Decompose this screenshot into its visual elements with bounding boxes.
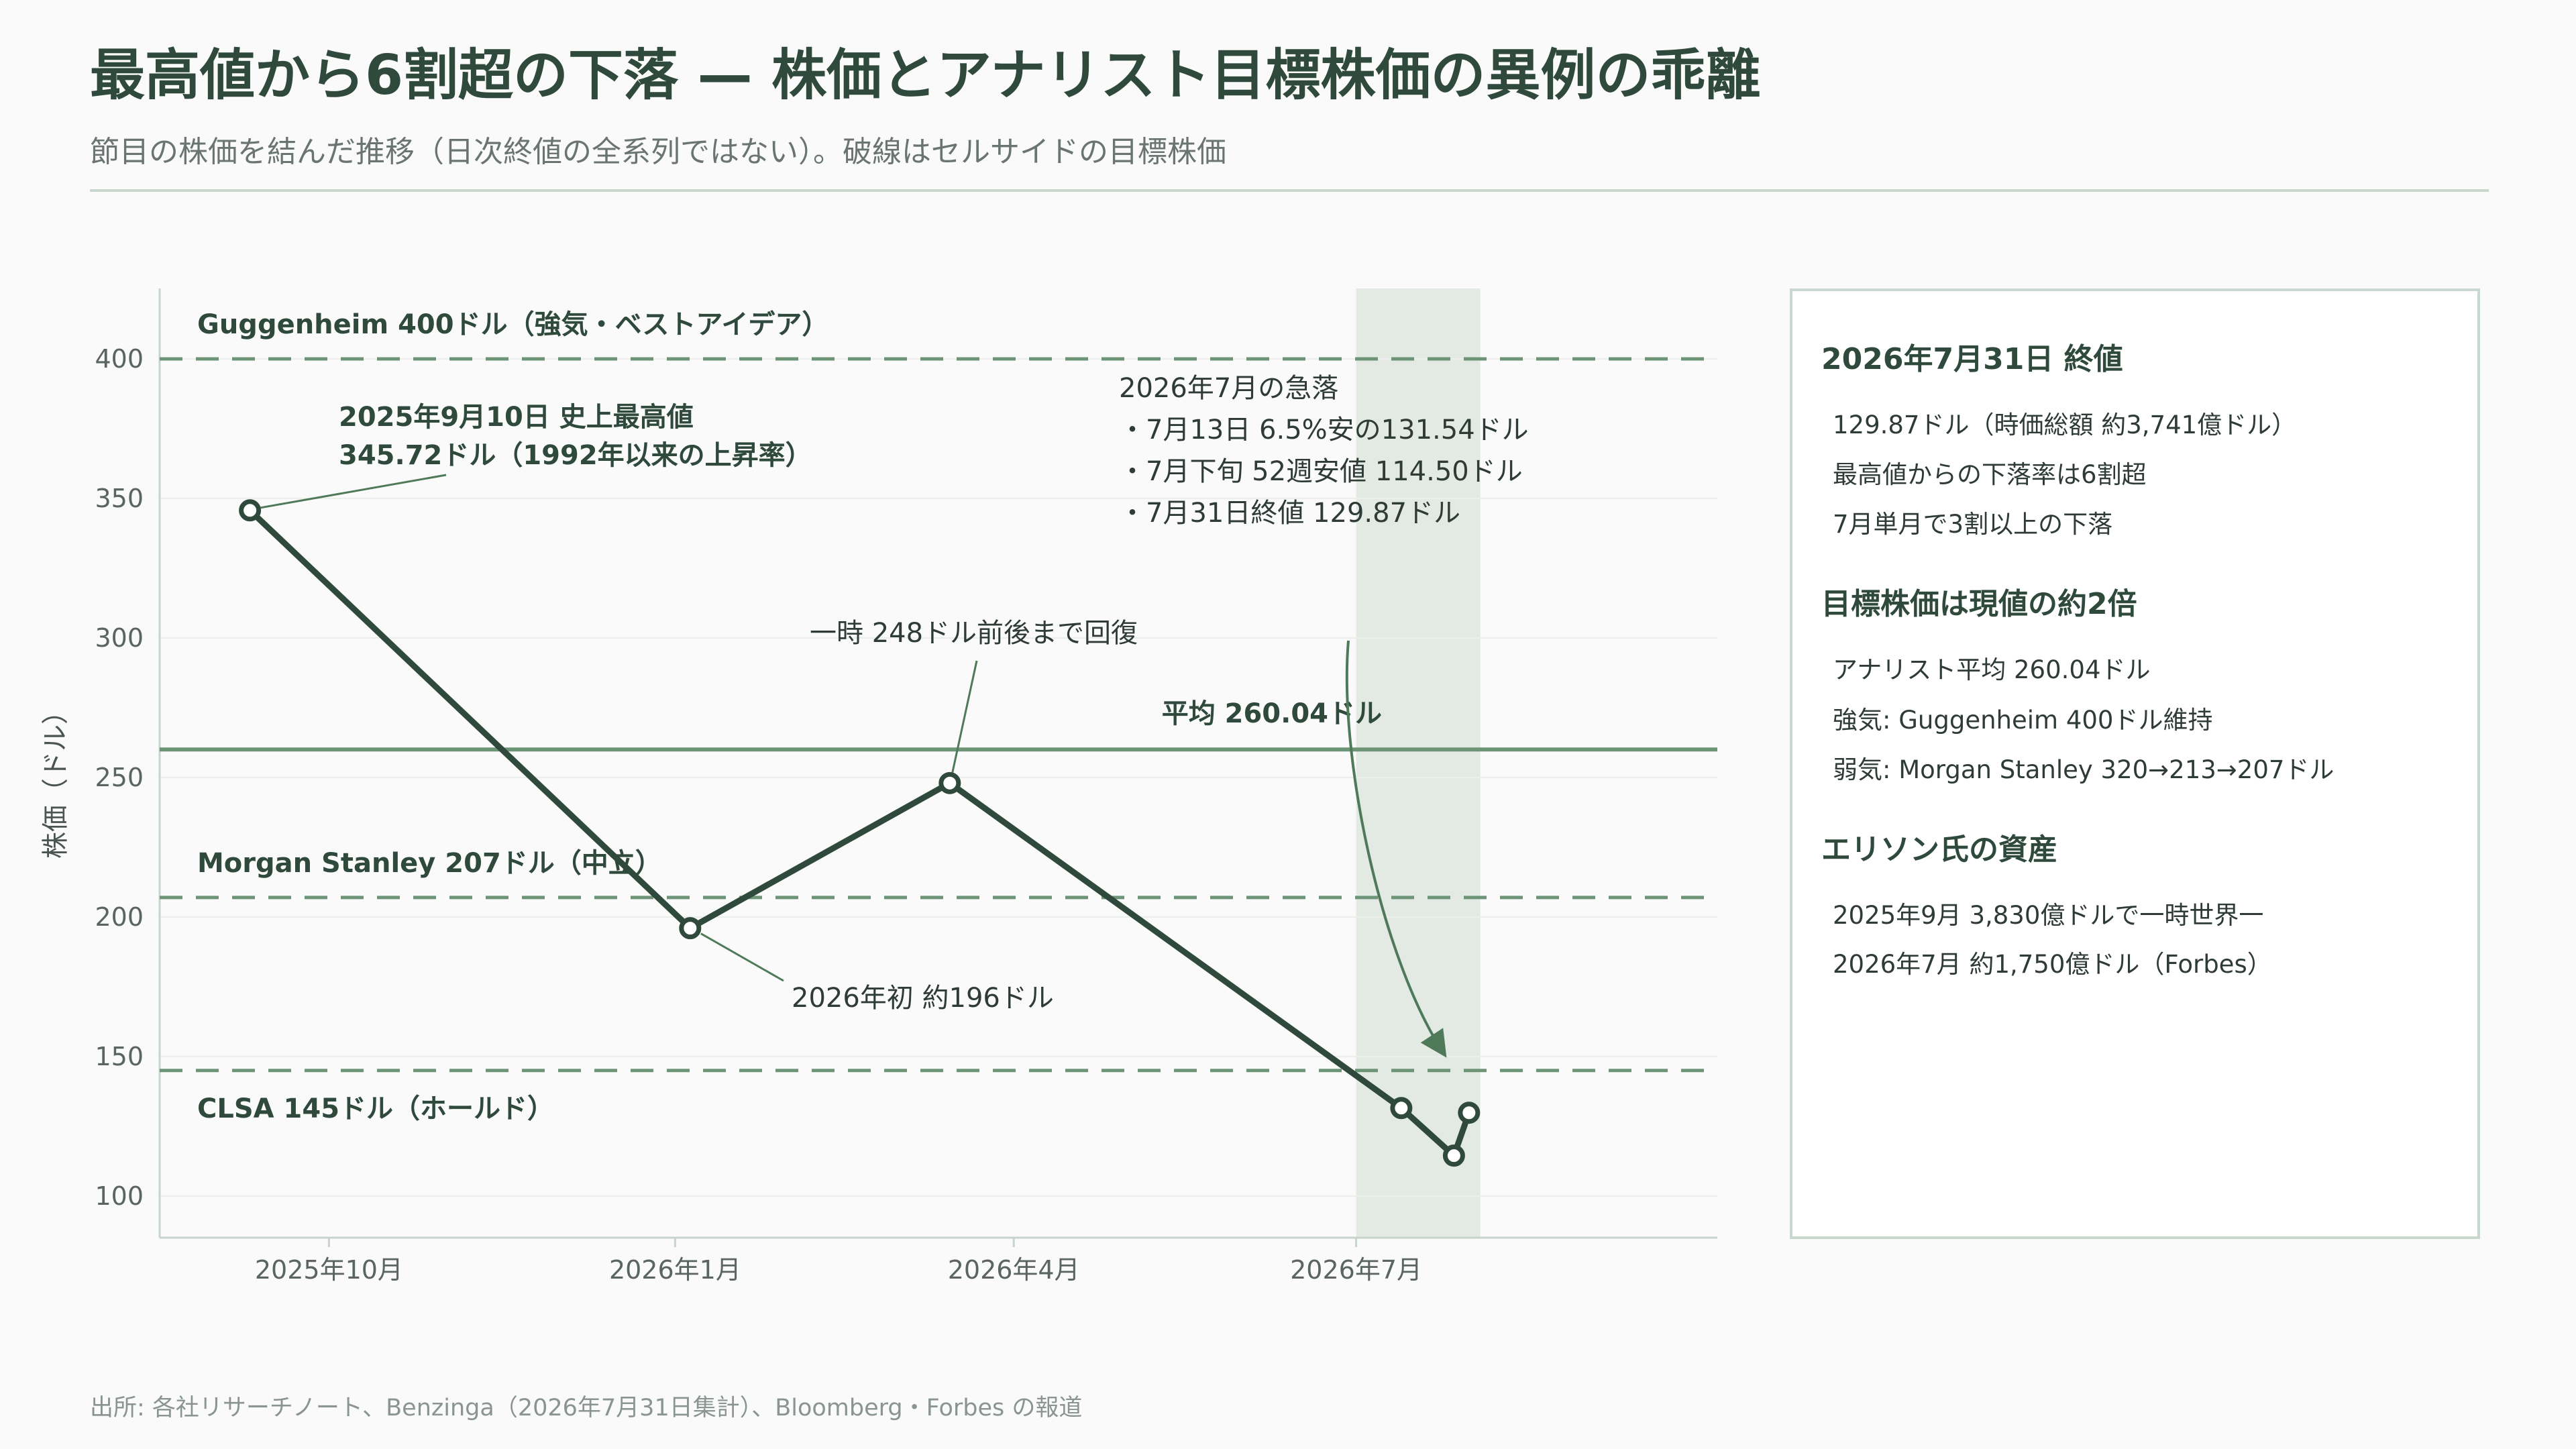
panel-wealth-line-1: 2025年9月 3,830億ドルで一時世界一 — [1833, 901, 2263, 930]
y-axis-label: 株価（ドル） — [40, 698, 71, 859]
panel-targets-line-2: 強気: Guggenheim 400ドル維持 — [1833, 706, 2212, 735]
panel-targets-line-3: 弱気: Morgan Stanley 320→213→207ドル — [1833, 755, 2334, 784]
panel-heading-close: 2026年7月31日 終値 — [1821, 342, 2123, 376]
x-tick-1: 2026年1月 — [609, 1255, 741, 1285]
annotation-leaders — [260, 474, 978, 982]
panel-wealth-line-2: 2026年7月 約1,750億ドル（Forbes） — [1833, 950, 2272, 979]
data-point-0 — [239, 499, 262, 522]
y-tick-150: 150 — [95, 1042, 144, 1071]
peak-annotation-value: 345.72ドル（1992年以来の上昇率） — [339, 440, 812, 471]
reference-label-1: 平均 260.04ドル — [1162, 698, 1382, 729]
series-line — [248, 508, 1472, 1159]
data-point-2 — [938, 771, 961, 794]
panel-heading-targets: 目標株価は現値の約2倍 — [1821, 587, 2137, 621]
july-annotation-line-1: ・7月13日 6.5%安の131.54ドル — [1119, 415, 1529, 445]
panel-close-line-2: 最高値からの下落率は6割超 — [1833, 460, 2147, 489]
y-tick-300: 300 — [95, 623, 144, 653]
july-annotation-line-3: ・7月31日終値 129.87ドル — [1119, 498, 1460, 529]
y-tick-400: 400 — [95, 344, 144, 374]
july-annotation-line-2: ・7月下旬 52週安値 114.50ドル — [1119, 456, 1523, 487]
chart-subtitle: 節目の株価を結んだ推移（日次終値の全系列ではない）。破線はセルサイドの目標株価 — [90, 135, 1226, 169]
july-annotation-title: 2026年7月の急落 — [1119, 373, 1338, 404]
y-tick-labels: 100 150 200 250 300 350 400 — [95, 344, 144, 1211]
chart-title: 最高値から6割超の下落 — 株価とアナリスト目標株価の異例の乖離 — [90, 44, 1761, 107]
data-point-5 — [1458, 1102, 1481, 1124]
data-point-3 — [1390, 1097, 1413, 1120]
y-tick-350: 350 — [95, 484, 144, 513]
peak-annotation-date: 2025年9月10日 史上最高値 — [339, 402, 694, 433]
y-tick-100: 100 — [95, 1181, 144, 1211]
panel-targets-line-1: アナリスト平均 260.04ドル — [1833, 655, 2151, 684]
reference-label-2: Morgan Stanley 207ドル（中立） — [197, 848, 662, 879]
reference-label-0: Guggenheim 400ドル（強気・ベストアイデア） — [197, 309, 828, 340]
early-2026-leader — [700, 932, 784, 982]
panel-close-line-1: 129.87ドル（時価総額 約3,741億ドル） — [1833, 411, 2296, 439]
early-2026-annotation: 2026年初 約196ドル — [792, 983, 1054, 1014]
panel-heading-wealth: エリソン氏の資産 — [1821, 833, 2057, 867]
july-highlight-band — [1356, 288, 1481, 1238]
y-tick-250: 250 — [95, 763, 144, 792]
x-tick-2: 2026年4月 — [948, 1255, 1080, 1285]
july-annotation-arrow — [1345, 640, 1447, 1058]
source-note: 出所: 各社リサーチノート、Benzinga（2026年7月31日集計）、Blo… — [90, 1395, 1082, 1421]
summary-panel — [1790, 288, 2480, 1239]
reference-label-3: CLSA 145ドル（ホールド） — [197, 1093, 554, 1124]
x-tick-0: 2025年10月 — [255, 1255, 403, 1285]
data-point-1 — [679, 917, 702, 940]
x-tick-3: 2026年7月 — [1290, 1255, 1422, 1285]
data-points — [239, 499, 1481, 1167]
data-point-4 — [1442, 1144, 1465, 1167]
rebound-leader — [951, 660, 978, 773]
rebound-annotation: 一時 248ドル前後まで回復 — [810, 618, 1138, 649]
x-tick-labels: 2025年10月 2026年1月 2026年4月 2026年7月 — [255, 1238, 1422, 1285]
peak-leader — [260, 474, 447, 509]
y-tick-200: 200 — [95, 902, 144, 932]
panel-close-line-3: 7月単月で3割以上の下落 — [1833, 510, 2112, 539]
reference-lines: Guggenheim 400ドル（強気・ベストアイデア） 平均 260.04ドル M… — [160, 309, 1717, 1124]
